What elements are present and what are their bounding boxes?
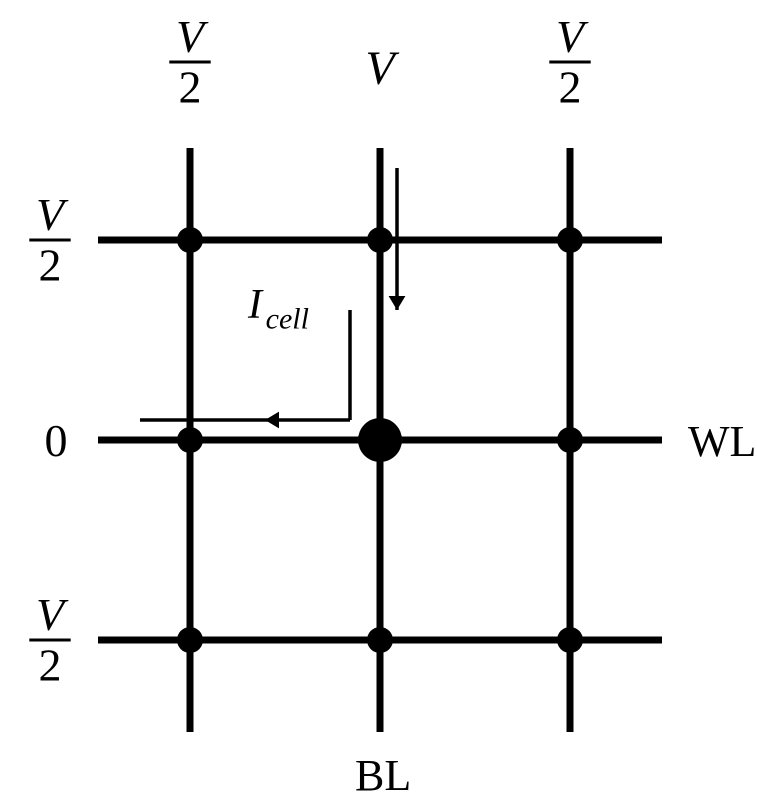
label-top-col2: V bbox=[365, 42, 399, 95]
label-top-col1-num: V bbox=[176, 11, 209, 62]
label-bl: BL bbox=[355, 751, 411, 799]
label-left-row3-num: V bbox=[36, 589, 69, 640]
label-left-row1-den: 2 bbox=[39, 239, 62, 290]
label-wl: WL bbox=[688, 417, 756, 466]
label-left-row2: 0 bbox=[45, 415, 68, 466]
label-i-cell-main: I bbox=[247, 282, 264, 328]
label-top-col1-den: 2 bbox=[179, 61, 202, 112]
cell-node bbox=[557, 427, 583, 453]
label-top-col3-den: 2 bbox=[559, 61, 582, 112]
selected-cell-node bbox=[358, 418, 402, 462]
cell-node bbox=[177, 627, 203, 653]
cell-node bbox=[177, 427, 203, 453]
cell-node bbox=[367, 627, 393, 653]
label-left-row3-den: 2 bbox=[39, 639, 62, 690]
cell-node bbox=[557, 227, 583, 253]
cell-node bbox=[177, 227, 203, 253]
label-left-row1-num: V bbox=[36, 189, 69, 240]
cell-node bbox=[557, 627, 583, 653]
label-top-col3-num: V bbox=[556, 11, 589, 62]
cell-node bbox=[367, 227, 393, 253]
label-i-cell-sub: cell bbox=[266, 303, 309, 336]
